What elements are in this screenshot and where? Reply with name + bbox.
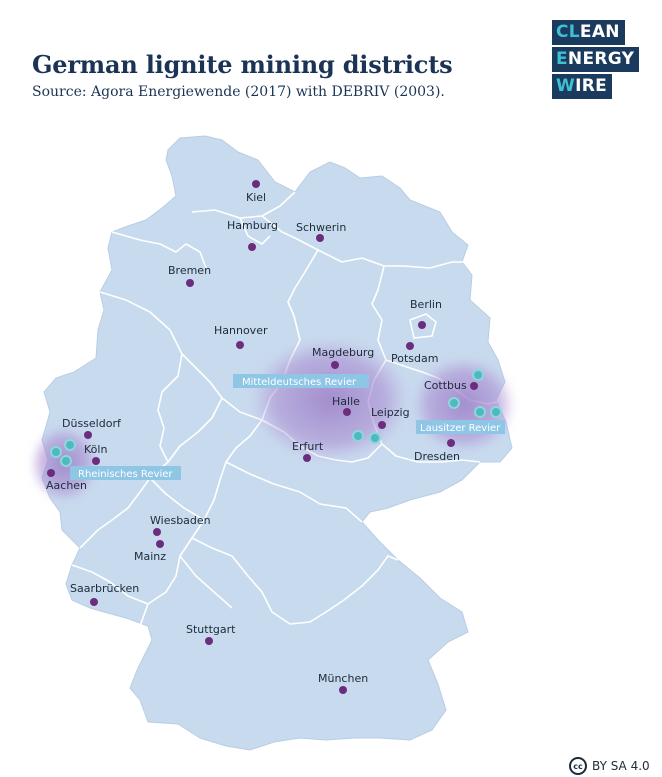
city-label-halle: Halle [332,395,360,408]
mitteldeutsches-revier-area [250,338,410,462]
map-source: Source: Agora Energiewende (2017) with D… [32,84,445,100]
mine-marker [60,455,72,467]
city-label-magdeburg: Magdeburg [312,346,374,359]
city-label-koln: Köln [84,443,107,456]
city-dot-munchen [339,686,347,694]
city-label-saarbrucken: Saarbrücken [70,582,139,595]
map-title: German lignite mining districts [32,50,453,79]
city-dot-magdeburg [331,361,339,369]
city-dot-potsdam [406,342,414,350]
city-dot-aachen [47,469,55,477]
city-dot-saarbrucken [90,598,98,606]
city-label-potsdam: Potsdam [391,352,438,365]
license-badge: cc BY SA 4.0 [569,757,650,775]
city-dot-schwerin [316,234,324,242]
mine-markers [50,369,502,467]
mine-marker [64,439,76,451]
mine-marker [352,430,364,442]
city-label-erfurt: Erfurt [292,440,324,453]
city-dot-bremen [186,279,194,287]
city-dot-mainz [156,540,164,548]
license-text: BY SA 4.0 [592,759,650,773]
lausitzer-revier-area [412,357,516,453]
lausitzer-revier-label-box [416,420,505,434]
city-dot-erfurt [303,454,311,462]
mitteldeutsches-revier-label: Mitteldeutsches Revier [242,377,357,388]
lausitzer-revier-label: Lausitzer Revier [420,423,501,434]
city-dot-kiel [252,180,260,188]
city-label-cottbus: Cottbus [424,379,467,392]
city-dot-wiesbaden [153,528,161,536]
mitteldeutsches-revier-label-box [233,374,369,388]
city-dot-hannover [236,341,244,349]
creative-commons-icon: cc [569,757,587,775]
logo-line-2: ENERGY [552,47,640,72]
city-dot-leipzig [378,421,386,429]
logo-line-3: WIRE [552,74,612,99]
mine-marker [50,446,62,458]
rheinisches-revier-label: Rheinisches Revier [78,469,173,480]
city-label-hamburg: Hamburg [227,219,278,232]
city-dot-cottbus [470,382,478,390]
city-label-wiesbaden: Wiesbaden [150,514,211,527]
city-label-berlin: Berlin [410,298,442,311]
city-label-hannover: Hannover [214,324,268,337]
mine-marker [474,406,486,418]
city-labels: Kiel Hamburg Schwerin Bremen Berlin Pots… [46,191,467,685]
city-dot-stuttgart [205,637,213,645]
mine-marker [369,432,381,444]
rheinisches-revier-label-box [70,466,181,480]
city-label-munchen: München [318,672,368,685]
city-dot-berlin [418,321,426,329]
city-label-schwerin: Schwerin [296,221,346,234]
city-label-kiel: Kiel [246,191,266,204]
city-label-aachen: Aachen [46,479,87,492]
clean-energy-wire-logo: CLEAN ENERGY WIRE [552,20,640,101]
city-dot-halle [343,408,351,416]
logo-line-1: CLEAN [552,20,625,45]
city-dot-hamburg [248,243,256,251]
city-label-mainz: Mainz [134,550,166,563]
header-panel [0,0,645,122]
city-markers [47,180,478,694]
city-label-dresden: Dresden [414,450,460,463]
city-dot-koln [92,457,100,465]
city-label-stuttgart: Stuttgart [186,623,236,636]
city-label-leipzig: Leipzig [371,406,410,419]
city-dot-dresden [447,439,455,447]
city-label-bremen: Bremen [168,264,211,277]
city-label-dusseldorf: Düsseldorf [62,417,122,430]
mine-marker [490,406,502,418]
mine-marker [448,397,460,409]
germany-map: Mitteldeutsches Revier Lausitzer Revier … [30,135,516,751]
city-dot-dusseldorf [84,431,92,439]
mine-marker [472,369,484,381]
